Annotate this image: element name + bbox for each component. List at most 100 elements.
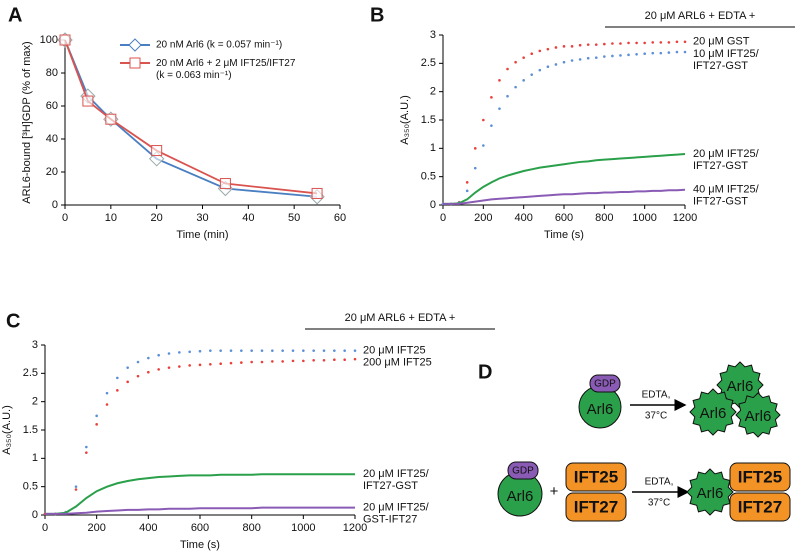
data-point [85,451,88,454]
series-label: 20 μM IFT25/IFT27-GST [363,468,430,492]
data-point [546,47,550,51]
x-tick-label: 40 [242,212,254,224]
data-point [95,414,98,418]
data-point [514,85,517,89]
data-point [95,423,98,426]
gdp-label: GDP [512,466,534,477]
data-point [302,359,305,363]
data-point [198,349,202,353]
data-point [498,79,501,82]
data-point [611,42,614,45]
arl6-label: Arl6 [507,488,534,505]
data-point [178,351,181,354]
data-point [229,361,233,365]
data-point [82,95,94,107]
x-tick-label: 60 [334,212,346,224]
y-tick-label: 0.5 [23,481,38,493]
panel-label: A [8,4,22,26]
data-point [482,118,485,122]
data-point [353,357,357,361]
data-point [506,94,509,98]
y-tick-label: 2 [430,86,436,98]
data-point [188,364,191,367]
data-point [250,349,253,352]
data-point [619,54,622,57]
data-point [562,45,566,48]
legend-label: 20 nM Arl6 + 2 μM IFT25/IFT27 (k = 0.063 … [156,58,296,81]
x-tick-label: 20 [151,212,163,224]
data-point [554,46,558,49]
x-tick-label: 600 [191,522,209,534]
data-point [546,65,550,69]
y-tick-label: 0 [52,199,58,211]
y-tick-label: 1.5 [23,424,38,436]
data-point [490,124,493,127]
panel-label: D [478,361,492,383]
ift27-box [729,492,791,522]
y-tick-label: 0.5 [421,171,436,183]
data-point [209,362,212,366]
data-point [74,485,78,488]
arl6-label: Arl6 [700,405,727,422]
data-point [302,349,305,352]
data-point [683,50,687,54]
y-tick-label: 2 [32,396,38,408]
condition-label: 37°C [648,498,670,509]
x-axis-label: Time (s) [180,539,220,551]
data-point [619,42,622,45]
data-point [473,166,477,170]
series-line [45,473,355,515]
x-tick-label: 1000 [291,522,315,534]
legend-marker [129,57,141,69]
data-point [333,358,336,362]
data-point [126,380,129,384]
arl6-label: Arl6 [587,401,614,418]
data-point [643,41,646,45]
data-point [675,40,679,44]
series-line [64,39,318,195]
data-point [136,360,140,364]
data-point [482,144,485,147]
arl6-star [686,468,734,516]
data-point [465,189,469,193]
data-point [136,374,140,378]
series-label: 20 μM IFT25/IFT27-GST [693,148,760,172]
data-point [209,349,212,352]
data-point [74,488,78,491]
data-point [167,352,171,355]
data-point [105,403,109,406]
data-point [105,391,109,395]
data-point [635,41,638,45]
data-point [178,365,181,368]
data-point [188,350,191,354]
data-point [322,349,326,352]
y-axis-label: ARL6-bound [³H]GDP (% of max) [21,41,33,203]
plus-sign: + [550,483,559,500]
data-point [530,73,534,76]
data-point [343,349,346,352]
data-point [538,68,542,72]
y-tick-label: 3 [32,339,38,351]
series-line [443,153,686,205]
ift25-box [729,462,791,492]
y-tick-label: 20 [46,166,58,178]
y-axis-label: A₃₅₀(A.U.) [399,95,411,145]
data-point [260,349,264,352]
series-line [45,506,355,515]
data-point [116,376,119,380]
legend-marker [128,38,142,52]
data-point [473,147,477,150]
data-point [271,360,274,363]
ift27-label: IFT27 [574,497,618,516]
panel-label: B [370,4,384,26]
data-point [291,359,295,363]
data-point [562,60,566,64]
data-point [229,349,233,352]
data-point [586,56,590,60]
condition-label: EDTA, [642,390,671,401]
x-tick-label: 0 [440,212,446,224]
data-point [522,79,525,82]
data-point [651,51,655,55]
data-point [603,55,606,58]
